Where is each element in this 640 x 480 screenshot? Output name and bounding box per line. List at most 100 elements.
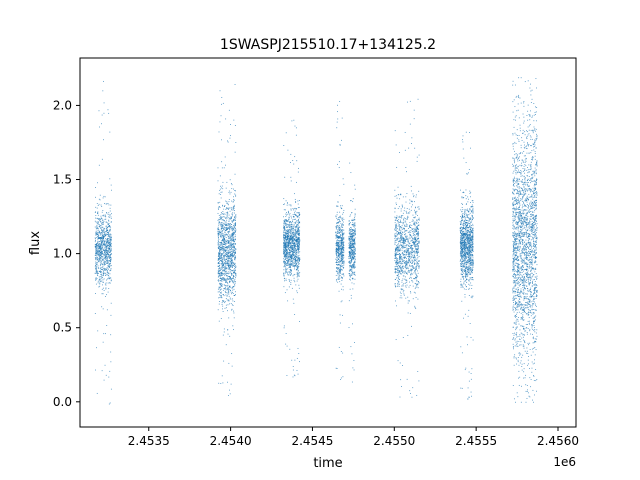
data-point [297, 241, 299, 243]
data-point [106, 250, 108, 252]
data-point [290, 204, 292, 206]
data-point [399, 255, 401, 257]
data-point [290, 269, 292, 271]
data-point [227, 213, 229, 215]
data-point [396, 253, 398, 255]
data-point [227, 216, 229, 218]
data-point [299, 230, 301, 232]
data-point [225, 294, 227, 296]
data-point [350, 262, 352, 264]
data-point [219, 252, 220, 254]
data-point [110, 250, 112, 252]
data-point [403, 242, 405, 243]
data-point [104, 196, 106, 198]
data-point [228, 289, 230, 291]
data-point [97, 258, 99, 260]
data-point [298, 272, 300, 274]
data-point [233, 254, 235, 256]
data-point [217, 212, 219, 214]
data-point [285, 249, 287, 251]
data-point [288, 243, 290, 244]
data-point [221, 240, 223, 241]
data-point [101, 222, 103, 224]
data-point [409, 243, 411, 244]
data-point [396, 217, 397, 218]
data-point [106, 241, 108, 243]
data-point [351, 269, 353, 271]
data-point [415, 238, 417, 240]
data-point [232, 206, 234, 208]
data-point [222, 227, 224, 229]
data-point [342, 221, 344, 223]
data-point [217, 167, 219, 169]
data-point [286, 245, 288, 247]
data-point [219, 175, 221, 177]
data-point [104, 364, 106, 366]
data-point [230, 183, 232, 184]
data-point [336, 252, 338, 254]
data-point [397, 274, 399, 276]
data-point [353, 246, 355, 248]
data-point [221, 266, 223, 268]
data-point [229, 262, 231, 264]
data-point [100, 233, 102, 235]
data-point [288, 260, 290, 262]
data-point [336, 222, 338, 224]
data-point [394, 283, 396, 285]
data-point [107, 291, 109, 293]
data-point [284, 247, 286, 249]
data-point [108, 246, 110, 248]
data-point [109, 235, 111, 237]
data-point [340, 205, 341, 207]
data-point [417, 284, 419, 286]
data-point [100, 280, 102, 282]
data-point [290, 233, 292, 235]
data-point [218, 247, 220, 249]
data-point [108, 260, 110, 262]
data-point [283, 237, 284, 239]
data-point [338, 255, 340, 257]
data-point [95, 279, 97, 280]
data-point [231, 260, 233, 262]
data-point [292, 254, 294, 256]
data-point [337, 219, 339, 220]
data-point [349, 236, 351, 238]
data-point [399, 260, 401, 262]
data-point [287, 260, 289, 262]
data-point [221, 245, 223, 247]
data-point [228, 257, 230, 259]
data-point [217, 202, 219, 204]
data-point [406, 211, 408, 213]
data-point [401, 249, 403, 251]
data-point [97, 251, 99, 253]
data-point [418, 229, 419, 230]
data-point [107, 232, 109, 233]
data-point [283, 228, 285, 230]
data-point [102, 215, 104, 217]
data-point [217, 256, 219, 257]
data-point [353, 242, 355, 243]
data-point [341, 253, 342, 255]
data-point [413, 251, 415, 252]
data-point [222, 247, 224, 249]
data-point [298, 237, 300, 239]
data-point [343, 209, 345, 211]
data-point [289, 231, 291, 233]
data-point [286, 238, 288, 240]
data-point [98, 250, 100, 252]
data-point [297, 171, 299, 173]
data-point [415, 267, 417, 269]
data-point [401, 238, 403, 240]
data-point [285, 333, 287, 334]
data-point [342, 242, 344, 244]
data-point [100, 219, 102, 221]
data-point [219, 268, 221, 270]
data-point [406, 262, 408, 264]
data-point [287, 238, 289, 240]
data-point [219, 282, 221, 284]
data-point [411, 143, 412, 144]
data-point [296, 245, 298, 247]
data-point [293, 258, 294, 260]
data-point [418, 206, 420, 208]
data-point [342, 242, 344, 244]
